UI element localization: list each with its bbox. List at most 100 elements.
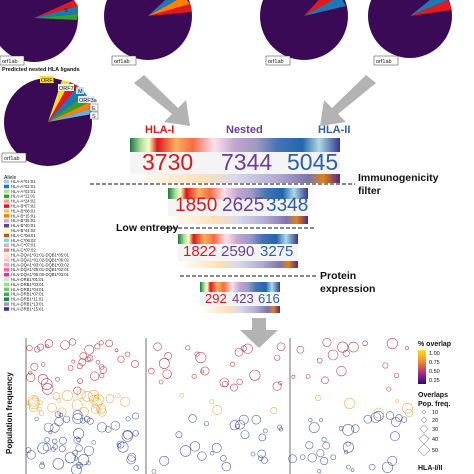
- pie-top-3: [260, 0, 348, 60]
- stage2-bottom-bar: [168, 216, 308, 224]
- scatter-point: [321, 376, 329, 385]
- allele-swatch: [4, 214, 9, 218]
- allele-legend-item: HLA-A*03:01: [11, 189, 36, 194]
- scatter-point: [230, 383, 238, 392]
- scatter-point: [58, 445, 66, 453]
- scatter-point: [131, 360, 139, 368]
- allele-swatch: [4, 248, 9, 252]
- header-nested: Nested: [226, 124, 263, 136]
- svg-text:S: S: [64, 8, 68, 14]
- allele-legend-item: HLA-B*40:01: [11, 223, 36, 228]
- scatter-point: [179, 445, 192, 457]
- scatter-point: [60, 340, 70, 350]
- allele-swatch: [4, 297, 9, 301]
- scatter-point: [44, 339, 54, 348]
- filter-label-low-entropy: Low entropy: [116, 222, 179, 234]
- scatter-panels: Population frequency % overlap 1.00 0.75…: [5, 337, 451, 474]
- allele-legend-item: HLA-DRB1*11:01: [11, 297, 44, 302]
- scatter-point: [363, 414, 373, 424]
- stage1-top-bar: [130, 138, 340, 152]
- legend-overlap-tick-025: 0.25: [429, 378, 440, 384]
- scatter-point: [96, 422, 108, 433]
- scatter-point: [59, 412, 63, 417]
- scatter-point: [220, 455, 227, 462]
- scatter-point: [389, 431, 400, 442]
- scatter-point: [117, 441, 129, 453]
- stage4-top-bar: [200, 282, 280, 292]
- scatter-point: [342, 441, 354, 453]
- allele-legend-item: HLA-C*04:01: [11, 233, 36, 238]
- scatter-point: [235, 419, 245, 430]
- scatter-point: [73, 428, 85, 440]
- scatter-point: [62, 415, 71, 423]
- legend-size-30: 30: [432, 427, 438, 433]
- scatter-point: [278, 381, 283, 386]
- pie-label-orf1ab-3: orf1ab: [268, 59, 284, 65]
- scatter-point: [321, 437, 327, 443]
- scatter-point: [159, 455, 170, 466]
- stage1-number-band: [130, 152, 340, 174]
- scatter-point: [110, 420, 121, 431]
- scatter-point: [236, 378, 243, 386]
- scatter-point: [41, 383, 54, 395]
- scatter-point: [26, 450, 36, 460]
- scatter-point: [200, 369, 204, 374]
- scatter-point: [85, 460, 91, 466]
- allele-swatch: [4, 184, 9, 189]
- scatter-point: [300, 454, 306, 460]
- scatter-point: [257, 449, 266, 459]
- stage2-hla2-count: 3348: [266, 195, 309, 216]
- scatter-point: [394, 372, 400, 379]
- scatter-point: [195, 352, 207, 364]
- scatter-point: [230, 361, 236, 367]
- scatter-point: [55, 376, 60, 382]
- scatter-point: [71, 464, 82, 474]
- scatter-point: [72, 410, 83, 420]
- scatter-point: [308, 422, 320, 433]
- scatter-point: [50, 423, 60, 433]
- scatter-point: [151, 469, 157, 474]
- scatter-point: [91, 397, 103, 409]
- scatter-point: [369, 463, 376, 471]
- allele-swatch: [4, 194, 9, 199]
- scatter-point: [51, 447, 56, 452]
- scatter-point: [162, 369, 172, 379]
- allele-swatch: [4, 223, 9, 228]
- legend-overlap-colorbar: [418, 350, 426, 384]
- scatter-point: [132, 430, 139, 437]
- allele-legend-title: Allele: [4, 175, 16, 181]
- legend-size-40: 40: [432, 437, 438, 443]
- allele-legend-item: HLA-DQA1*05:01-DQB1*02:01: [11, 267, 70, 272]
- filter-label-immunogenicity: Immunogenicity: [358, 172, 439, 184]
- allele-legend-item: HLA-B*44:02: [11, 228, 36, 233]
- scatter-point: [337, 341, 349, 353]
- scatter-point: [120, 396, 131, 407]
- legend-size-scale: [417, 409, 431, 457]
- stage2-number-band: [168, 199, 308, 216]
- allele-legend-item: HLA-A*01:01: [11, 179, 36, 184]
- allele-legend-item: HLA-B*15:01: [11, 213, 36, 218]
- scatter-point: [316, 449, 325, 458]
- scatter-point: [34, 416, 39, 421]
- scatter-point: [277, 424, 283, 430]
- scatter-point: [80, 417, 86, 424]
- scatter-point: [148, 367, 155, 375]
- scatter-point: [338, 426, 344, 431]
- legend-size-20: 20: [432, 418, 438, 424]
- scatter-point: [71, 399, 83, 411]
- scatter-point: [175, 431, 183, 439]
- allele-swatch: [4, 243, 9, 248]
- stage1-hla2-count: 5045: [287, 149, 339, 175]
- scatter-point: [72, 450, 78, 456]
- scatter-point: [394, 399, 400, 404]
- pie-top-1: [0, 0, 78, 62]
- scatter-point: [330, 454, 337, 461]
- legend-size-50: 50: [432, 448, 438, 454]
- scatter-point: [250, 451, 256, 457]
- scatter-point: [305, 441, 314, 450]
- scatter-point: [387, 455, 398, 466]
- scatter-point: [348, 341, 359, 353]
- stage3-top-bar: [178, 234, 298, 244]
- scatter-point: [327, 349, 339, 361]
